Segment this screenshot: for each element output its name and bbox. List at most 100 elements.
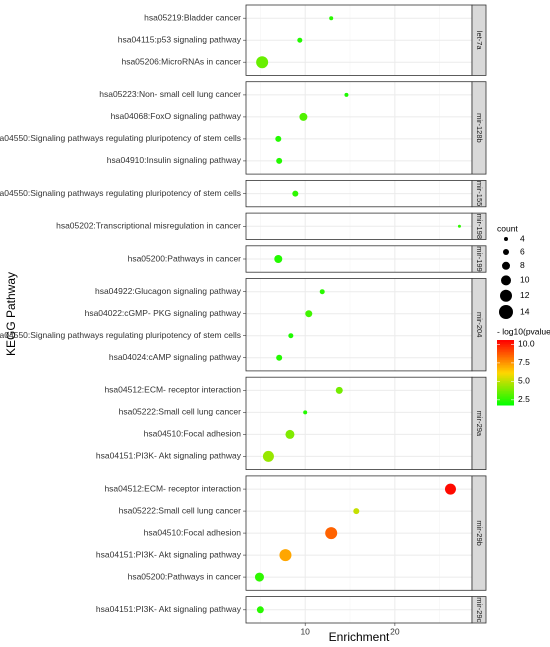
y-tick-label: hsa04550:Signaling pathways regulating p… bbox=[0, 330, 241, 340]
size-legend-dot bbox=[501, 275, 511, 286]
dot bbox=[303, 410, 308, 415]
color-legend-step bbox=[497, 374, 514, 377]
size-legend-dot bbox=[502, 261, 510, 270]
dot bbox=[344, 92, 349, 97]
size-legend-label: 10 bbox=[520, 275, 530, 285]
y-tick-label: hsa04910:Insulin signaling pathway bbox=[107, 155, 242, 165]
color-legend-step bbox=[497, 341, 514, 344]
strip-label: mir-155 bbox=[475, 181, 484, 206]
color-legend-step bbox=[497, 390, 514, 393]
color-legend-step bbox=[497, 364, 514, 367]
dot bbox=[274, 255, 283, 263]
color-legend-step bbox=[497, 395, 514, 398]
y-tick-label: hsa05200:Pathways in cancer bbox=[128, 253, 242, 263]
color-legend-step bbox=[497, 340, 514, 343]
dot bbox=[353, 508, 360, 515]
color-legend-step bbox=[497, 348, 514, 351]
color-legend-step bbox=[497, 380, 514, 383]
dot bbox=[275, 135, 282, 142]
color-legend-step bbox=[497, 385, 514, 388]
y-tick-label: hsa04510:Focal adhesion bbox=[144, 527, 242, 537]
color-legend-step bbox=[497, 354, 514, 357]
size-legend-dot bbox=[500, 289, 512, 302]
dot bbox=[299, 112, 308, 121]
dot bbox=[335, 386, 343, 394]
size-legend-label: 6 bbox=[520, 246, 525, 256]
dot bbox=[305, 310, 313, 318]
dot bbox=[262, 450, 274, 462]
y-tick-label: hsa05219:Bladder cancer bbox=[144, 12, 241, 22]
color-legend-step bbox=[497, 401, 514, 404]
strip-label: mir-29a bbox=[475, 411, 484, 437]
dot bbox=[444, 483, 456, 495]
dot bbox=[279, 549, 292, 562]
color-legend-label: 2.5 bbox=[518, 394, 530, 404]
color-legend-label: 10.0 bbox=[518, 339, 535, 349]
size-legend-dot bbox=[504, 237, 508, 241]
x-axis-label: Enrichment bbox=[329, 630, 390, 644]
x-tick-label: 20 bbox=[390, 626, 400, 636]
strip-label: mir-128b bbox=[475, 113, 484, 143]
dot bbox=[254, 572, 264, 582]
dot bbox=[288, 333, 294, 339]
strip bbox=[471, 4, 487, 76]
color-legend-title: - log10(pvalue) bbox=[497, 326, 550, 336]
y-tick-label: hsa05206:MicroRNAs in cancer bbox=[121, 56, 241, 66]
color-legend-step bbox=[497, 362, 514, 365]
y-tick-label: hsa04022:cGMP- PKG signaling pathway bbox=[85, 308, 242, 318]
y-tick-label: hsa05202:Transcriptional misregulation i… bbox=[56, 221, 241, 231]
strip bbox=[471, 179, 487, 208]
strip bbox=[471, 376, 487, 471]
color-legend-step bbox=[497, 367, 514, 370]
color-legend-step bbox=[497, 400, 514, 403]
color-legend-step bbox=[497, 346, 514, 349]
color-legend-step bbox=[497, 344, 514, 347]
dot bbox=[292, 190, 299, 197]
size-legend-dot bbox=[503, 249, 509, 255]
color-legend-step bbox=[497, 379, 514, 382]
dot bbox=[285, 429, 295, 439]
color-legend-step bbox=[497, 392, 514, 395]
dot bbox=[457, 224, 461, 228]
x-tick-label: 10 bbox=[300, 626, 310, 636]
y-tick-label: hsa04512:ECM- receptor interaction bbox=[104, 483, 241, 493]
strip-label: mir-199 bbox=[475, 246, 484, 271]
panel bbox=[246, 377, 472, 470]
size-legend-dot bbox=[499, 305, 513, 319]
y-axis-label: KEGG Pathway bbox=[4, 272, 18, 356]
color-legend-step bbox=[497, 351, 514, 354]
y-tick-label: hsa04550:Signaling pathways regulating p… bbox=[0, 133, 241, 143]
size-legend-title: count bbox=[497, 223, 518, 233]
color-legend-step bbox=[497, 343, 514, 346]
color-legend-step bbox=[497, 369, 514, 372]
color-legend-step bbox=[497, 398, 514, 401]
strip bbox=[471, 245, 487, 273]
y-tick-label: hsa04512:ECM- receptor interaction bbox=[104, 385, 241, 395]
dot bbox=[256, 56, 269, 69]
color-legend-step bbox=[497, 383, 514, 386]
dot bbox=[319, 289, 325, 295]
color-legend-step bbox=[497, 361, 514, 364]
strip bbox=[471, 596, 487, 624]
color-legend-step bbox=[497, 356, 514, 359]
y-tick-label: hsa04068:FoxO signaling pathway bbox=[111, 111, 242, 121]
y-tick-label: hsa04922:Glucagon signaling pathway bbox=[95, 286, 242, 296]
strip bbox=[471, 212, 487, 240]
color-legend-step bbox=[497, 377, 514, 380]
size-legend-label: 4 bbox=[520, 233, 525, 243]
color-legend-label: 5.0 bbox=[518, 376, 530, 386]
panel bbox=[246, 278, 472, 371]
size-legend-label: 8 bbox=[520, 260, 525, 270]
strip bbox=[471, 81, 487, 175]
y-tick-label: hsa05223:Non- small cell lung cancer bbox=[99, 89, 241, 99]
y-tick-label: hsa04151:PI3K- Akt signaling pathway bbox=[96, 604, 242, 614]
color-legend-step bbox=[497, 388, 514, 391]
color-legend-step bbox=[497, 370, 514, 373]
y-tick-label: hsa04151:PI3K- Akt signaling pathway bbox=[96, 549, 242, 559]
color-legend-step bbox=[497, 359, 514, 362]
color-legend-label: 7.5 bbox=[518, 357, 530, 367]
color-legend-step bbox=[497, 349, 514, 352]
panel bbox=[246, 81, 472, 175]
